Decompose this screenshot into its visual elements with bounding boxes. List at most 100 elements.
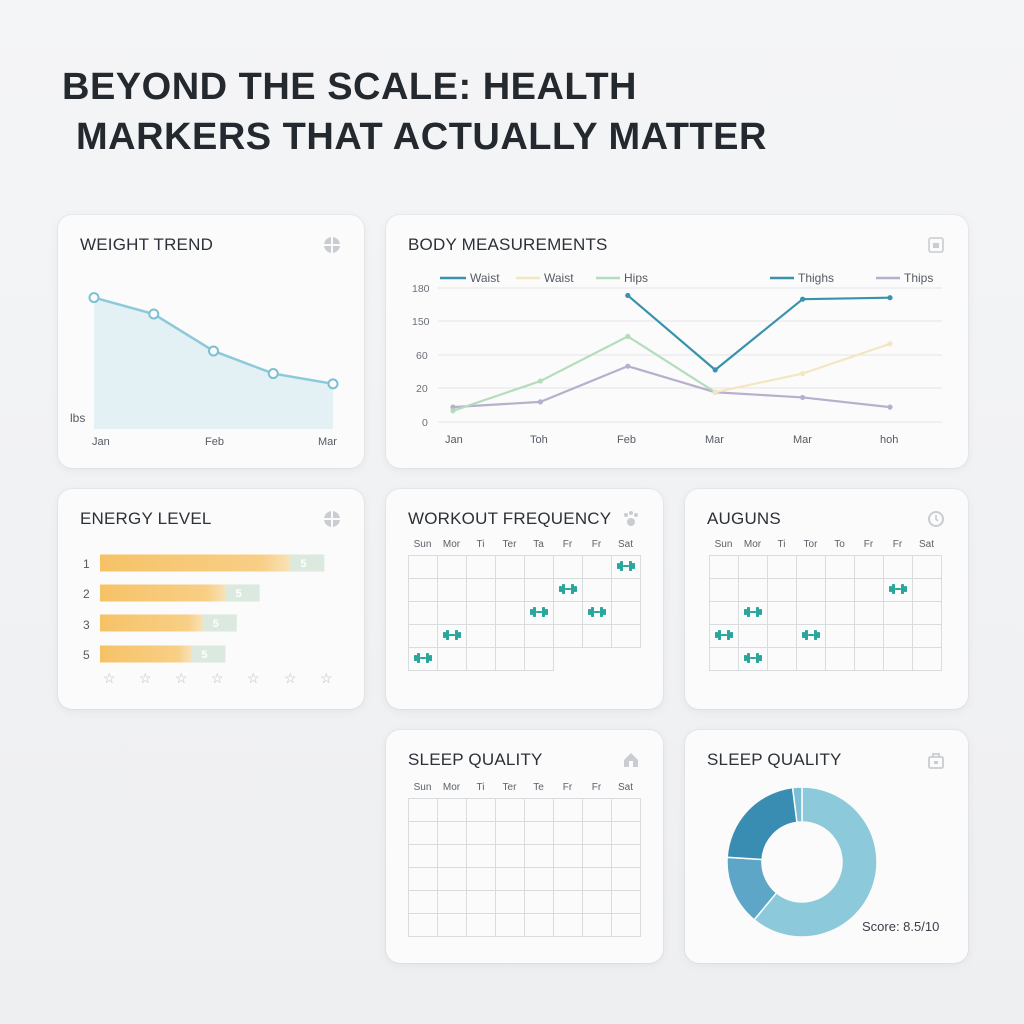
grid-cell [466, 890, 496, 914]
grid-row [408, 555, 641, 579]
grid-cell [437, 844, 467, 868]
grid-cell [524, 601, 554, 625]
day-header: Sat [918, 539, 934, 550]
grid-row [408, 798, 641, 822]
weight-x-label-jan: Jan [92, 436, 110, 448]
grid-cell [912, 578, 942, 602]
body-measurements-title: BODY MEASUREMENTS [408, 235, 608, 254]
grid-cell [611, 844, 641, 868]
donut-segment [753, 786, 878, 938]
x-label-2: Feb [617, 434, 636, 446]
day-header: Ter [502, 782, 517, 793]
workout-grid [408, 555, 641, 671]
grid-cell [582, 821, 612, 845]
grid-row [709, 624, 942, 648]
grid-cell [825, 601, 855, 625]
grid-cell [408, 798, 438, 822]
sleep-quality-calendar-card: SLEEP QUALITY Sun Mor Ti Ter Te Fr Fr Sa… [386, 730, 663, 963]
energy-bar-value: 5 [213, 618, 219, 630]
day-header: Tor [803, 539, 818, 550]
grid-cell [437, 647, 467, 671]
grid-cell [796, 647, 826, 671]
y-tick-150: 150 [412, 316, 430, 328]
grid-cell [767, 647, 797, 671]
grid-cell [738, 578, 768, 602]
grid-cell [796, 601, 826, 625]
star-icon: ☆ [320, 670, 333, 686]
grid-cell [883, 624, 913, 648]
energy-bar-cap [189, 645, 226, 663]
workout-day-headers: Sun Mor Ti Ter Ta Fr Fr Sat [408, 539, 641, 550]
grid-cell [524, 867, 554, 891]
day-header: Te [533, 782, 544, 793]
day-header: Ter [502, 539, 517, 550]
grid-cell [854, 578, 884, 602]
grid-cell [408, 601, 438, 625]
grid-cell [495, 624, 525, 648]
auguns-grid [709, 555, 942, 671]
grid-cell [524, 913, 554, 937]
grid-cell [524, 798, 554, 822]
grid-cell [466, 913, 496, 937]
grid-cell [709, 555, 739, 579]
grid-cell [854, 601, 884, 625]
day-header: Fr [863, 539, 874, 550]
day-header: To [834, 539, 845, 550]
day-header: Sun [714, 539, 733, 550]
series-point [450, 408, 456, 414]
grid-cell [524, 624, 554, 648]
energy-row-label-1: 1 [83, 557, 90, 571]
weight-x-label-mar: Mar [318, 436, 337, 448]
legend-label-waist-2: Waist [544, 271, 574, 285]
star-icon: ☆ [211, 670, 224, 686]
grid-cell [611, 578, 641, 602]
grid-cell [495, 647, 525, 671]
weight-area [94, 297, 333, 429]
lock-icon [928, 753, 944, 769]
sleep-grid [408, 798, 641, 937]
grid-cell [495, 578, 525, 602]
energy-row-label-3: 3 [83, 618, 90, 632]
sleep-quality-calendar-title: SLEEP QUALITY [408, 750, 543, 769]
grid-cell [408, 913, 438, 937]
grid-cell [612, 648, 641, 671]
series-point [712, 367, 718, 373]
y-tick-20: 20 [416, 383, 428, 395]
grid-cell [582, 555, 612, 579]
body-measurements-card: BODY MEASUREMENTS Waist Waist Hips Thigh… [386, 215, 968, 468]
x-label-1: Toh [530, 434, 548, 446]
grid-cell [854, 624, 884, 648]
weight-x-label-feb: Feb [205, 436, 224, 448]
weight-unit-label: lbs [70, 411, 85, 425]
sleep-quality-donut-card: SLEEP QUALITY Score: 8.5/10 [685, 730, 968, 963]
grid-cell [796, 578, 826, 602]
pie-icon [324, 237, 340, 253]
grid-row [408, 821, 641, 845]
series-point [887, 295, 893, 301]
dumbbell-icon [414, 653, 432, 663]
x-label-4: Mar [793, 434, 812, 446]
grid-row [408, 867, 641, 891]
sleep-quality-donut-title: SLEEP QUALITY [707, 750, 842, 769]
paw-icon [624, 511, 638, 526]
grid-cell [582, 890, 612, 914]
series-line [714, 342, 891, 394]
auguns-card: AUGUNS Sun Mor Ti Tor To Fr Fr Sat [685, 489, 968, 709]
grid-cell [408, 578, 438, 602]
grid-cell [553, 821, 583, 845]
series-point [537, 399, 543, 405]
grid-cell [554, 648, 583, 671]
weight-point [267, 368, 279, 380]
energy-bar [100, 645, 192, 663]
day-header: Fr [562, 782, 573, 793]
sleep-day-headers: Sun Mor Ti Ter Te Fr Fr Sat [408, 782, 641, 793]
series-point [625, 333, 631, 339]
legend-label-thighs: Thighs [798, 271, 834, 285]
house-icon [624, 753, 638, 767]
dumbbell-icon [530, 607, 548, 617]
grid-cell [582, 578, 612, 602]
donut-segment [726, 786, 798, 861]
grid-cell [437, 798, 467, 822]
legend-label-hips: Hips [624, 271, 648, 285]
grid-cell [466, 844, 496, 868]
